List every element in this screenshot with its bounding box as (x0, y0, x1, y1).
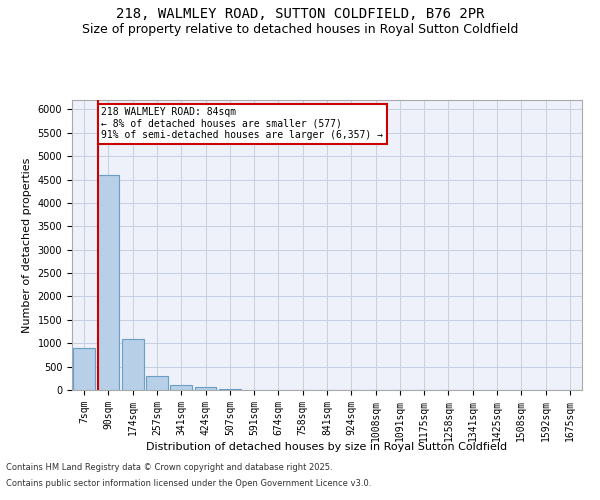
Text: Contains HM Land Registry data © Crown copyright and database right 2025.: Contains HM Land Registry data © Crown c… (6, 464, 332, 472)
Text: Contains public sector information licensed under the Open Government Licence v3: Contains public sector information licen… (6, 478, 371, 488)
Bar (73, 348, 95, 390)
Bar (146, 376, 168, 390)
Text: Size of property relative to detached houses in Royal Sutton Coldfield: Size of property relative to detached ho… (82, 22, 518, 36)
Bar (194, 387, 217, 390)
Text: 218, WALMLEY ROAD, SUTTON COLDFIELD, B76 2PR: 218, WALMLEY ROAD, SUTTON COLDFIELD, B76… (116, 8, 484, 22)
Bar (97, 175, 119, 390)
Bar (170, 386, 192, 390)
Text: 218 WALMLEY ROAD: 84sqm
← 8% of detached houses are smaller (577)
91% of semi-de: 218 WALMLEY ROAD: 84sqm ← 8% of detached… (101, 107, 383, 140)
Text: Distribution of detached houses by size in Royal Sutton Coldfield: Distribution of detached houses by size … (146, 442, 508, 452)
Y-axis label: Number of detached properties: Number of detached properties (22, 158, 32, 332)
Bar (122, 340, 143, 390)
